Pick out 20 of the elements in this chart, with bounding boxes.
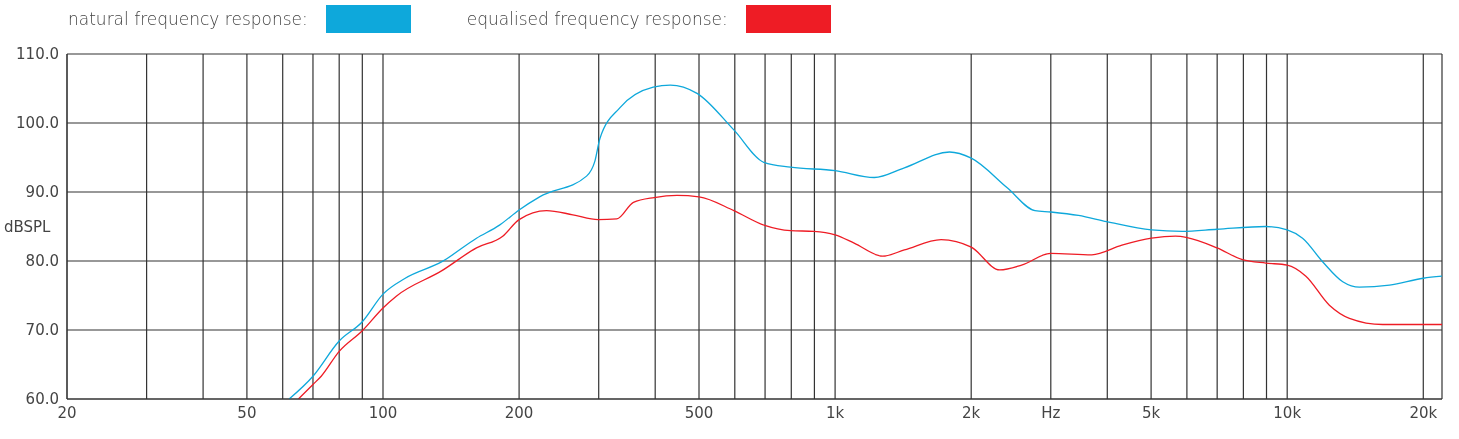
x-tick-label: 50 [237,403,257,422]
x-tick-label: 20 [57,403,77,422]
y-tick-label: 110.0 [16,45,59,64]
y-tick-label: 60.0 [25,390,59,409]
x-tick-label: 1k [825,403,845,422]
legend-label: natural frequency response: [68,9,308,29]
x-tick-label: 10k [1273,403,1302,422]
y-tick-label: 80.0 [25,252,59,271]
legend-label: equalised frequency response: [466,9,728,29]
x-tick-label: 500 [684,403,714,422]
x-tick-label: 2k [962,403,981,422]
x-tick-label: 5k [1141,403,1161,422]
x-tick-label: Hz [1041,403,1061,422]
x-tick-label: 20k [1409,403,1438,422]
y-tick-label: 70.0 [25,321,59,340]
y-tick-label: 100.0 [16,114,59,133]
y-tick-label: 90.0 [25,183,59,202]
x-tick-label: 200 [504,403,534,422]
y-axis-title: dBSPL [4,217,52,236]
x-tick-label: 100 [368,403,398,422]
